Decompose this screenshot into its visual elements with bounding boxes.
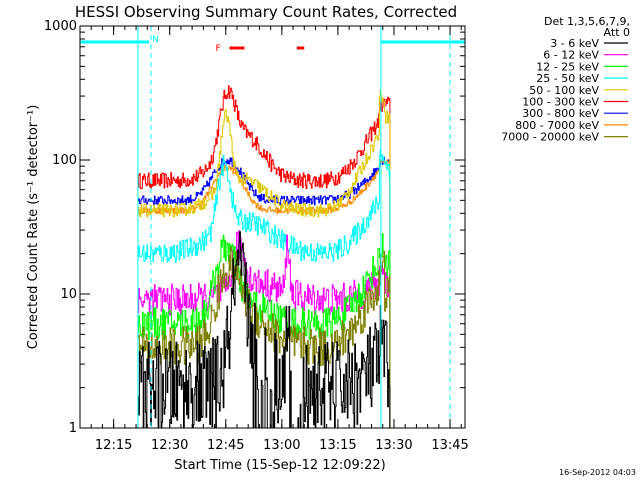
flare-label: F bbox=[216, 44, 221, 54]
series-line-6 bbox=[137, 233, 391, 428]
series-line-2 bbox=[137, 159, 391, 428]
x-tick-label-4: 13:15 bbox=[319, 438, 356, 453]
x-tick-label-2: 12:45 bbox=[207, 438, 244, 453]
x-axis: 12:15 12:30 12:45 13:00 13:15 13:30 13:45 bbox=[90, 26, 469, 453]
legend-label-7: 800 - 7000 keV bbox=[515, 119, 599, 132]
legend-label-0: 3 - 6 keV bbox=[550, 37, 599, 50]
x-tick-label-1: 12:30 bbox=[151, 438, 188, 453]
chart-title: HESSI Observing Summary Count Rates, Cor… bbox=[75, 3, 457, 21]
series-line-7 bbox=[137, 246, 391, 428]
legend-label-6: 300 - 800 keV bbox=[522, 107, 599, 120]
x-tick-label-5: 13:30 bbox=[375, 438, 412, 453]
x-tick-label-3: 13:00 bbox=[263, 438, 300, 453]
legend-label-1: 6 - 12 keV bbox=[543, 49, 599, 62]
series-line-5 bbox=[137, 230, 391, 428]
series-line-8 bbox=[137, 231, 391, 429]
legend-header-0: Det 1,3,5,6,7,9, bbox=[544, 15, 630, 28]
y-axis: 1 10 100 1000 bbox=[44, 19, 465, 436]
footer-timestamp: 16-Sep-2012 04:03 bbox=[559, 468, 636, 477]
legend-header-1: Att 0 bbox=[604, 26, 630, 39]
plot-frame bbox=[79, 25, 466, 429]
series-line-4 bbox=[137, 149, 391, 428]
y-tick-label-1: 10 bbox=[60, 287, 77, 302]
series-line-0 bbox=[137, 85, 391, 428]
series-layer bbox=[137, 85, 391, 429]
x-axis-label: Start Time (15-Sep-12 12:09:22) bbox=[174, 458, 385, 473]
legend-label-5: 100 - 300 keV bbox=[522, 96, 599, 109]
y-tick-label-0: 1 bbox=[69, 421, 77, 436]
x-tick-label-0: 12:15 bbox=[95, 438, 132, 453]
y-tick-label-2: 100 bbox=[52, 153, 77, 168]
legend-label-3: 25 - 50 keV bbox=[536, 72, 599, 85]
y-axis-label: Corrected Count Rate (s⁻¹ detector⁻¹) bbox=[26, 105, 41, 350]
y-tick-label-3: 1000 bbox=[44, 19, 77, 34]
legend-label-4: 50 - 100 keV bbox=[529, 84, 599, 97]
series-line-3 bbox=[137, 89, 391, 428]
legend-label-8: 7000 - 20000 keV bbox=[501, 131, 599, 144]
night-label: N bbox=[152, 35, 159, 45]
legend-label-2: 12 - 25 keV bbox=[536, 60, 599, 73]
x-tick-label-6: 13:45 bbox=[431, 438, 468, 453]
